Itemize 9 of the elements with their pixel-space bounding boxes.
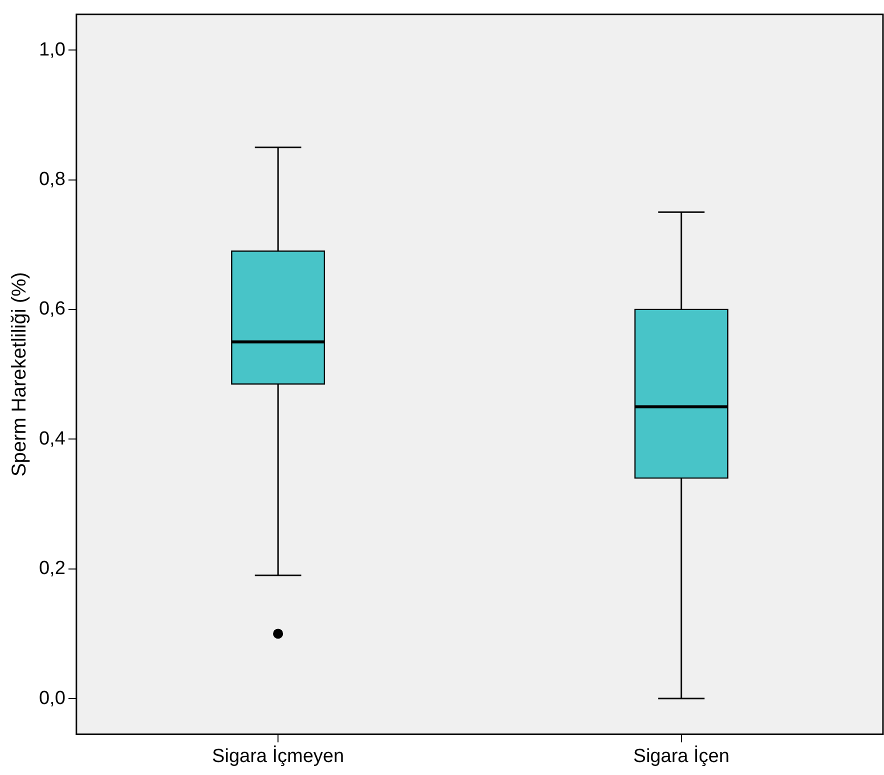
y-tick-label: 0,6 <box>38 298 66 320</box>
y-tick-label: 0,4 <box>38 428 66 450</box>
y-tick-label: 0,0 <box>38 688 66 709</box>
x-tick-label: Sigara İçen <box>633 744 730 767</box>
y-tick-label: 0,2 <box>38 558 66 580</box>
y-tick-label: 0,8 <box>38 168 66 190</box>
x-tick-label: Sigara İçmeyen <box>212 744 344 767</box>
y-tick-label: 1,0 <box>38 39 66 60</box>
y-axis-title: Sperm Hareketliliği (%) <box>8 272 31 477</box>
